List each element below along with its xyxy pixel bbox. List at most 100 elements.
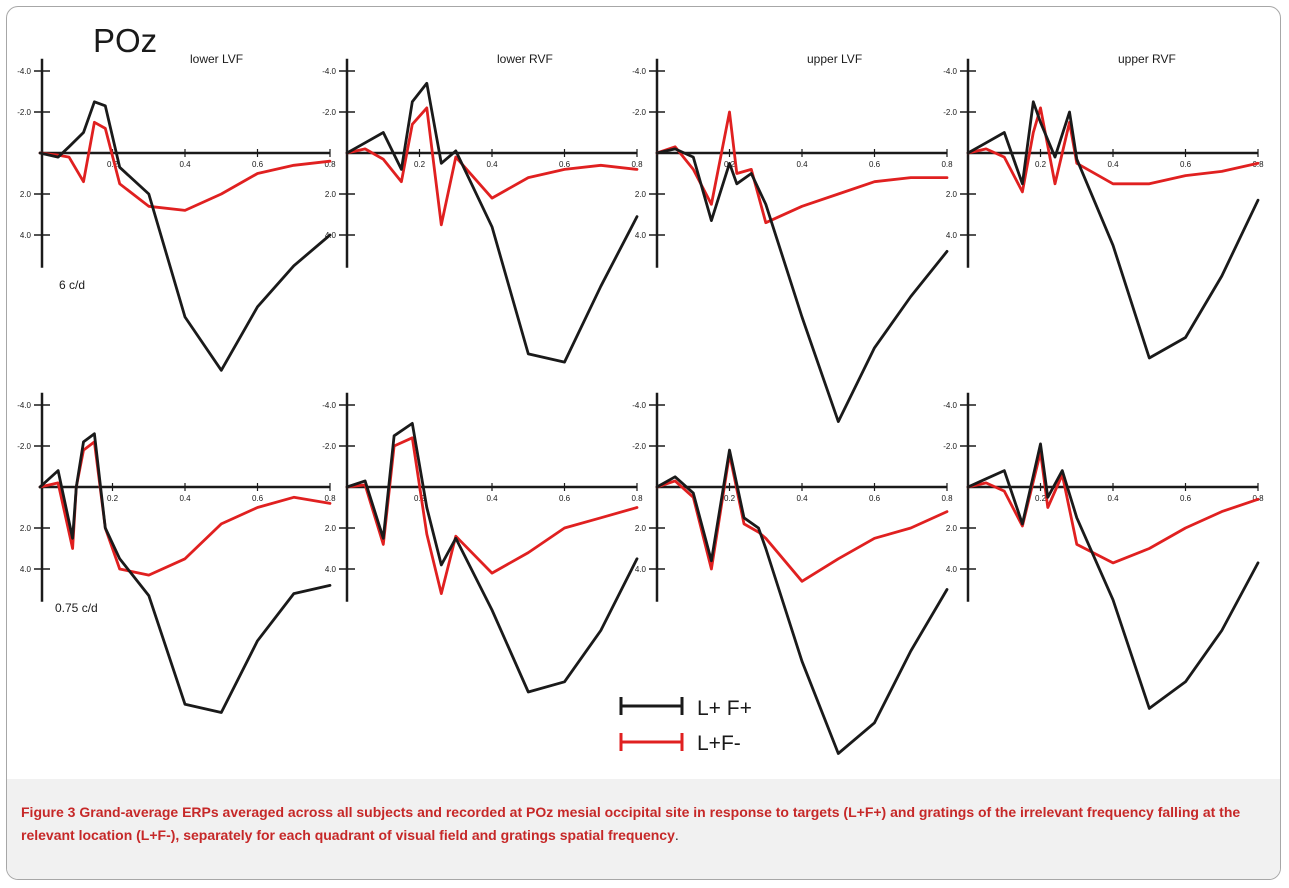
series-line <box>345 421 639 694</box>
site-label: POz <box>93 22 157 59</box>
caption-text: Grand-average ERPs averaged across all s… <box>21 804 1241 843</box>
series-line <box>38 440 332 577</box>
y-tick-label: 2.0 <box>946 190 958 199</box>
y-tick-label: 4.0 <box>20 565 32 574</box>
x-tick-label: 0.8 <box>324 494 336 503</box>
y-tick-label: 4.0 <box>325 565 337 574</box>
y-tick-label: 2.0 <box>20 190 32 199</box>
x-tick-label: 0.4 <box>179 160 191 169</box>
y-tick-label: 2.0 <box>325 524 337 533</box>
y-tick-label: -2.0 <box>632 108 646 117</box>
y-tick-label: 2.0 <box>635 190 647 199</box>
panel-1-0: -4.0 -2.0 2.0 4.0 0.2 0.4 0.6 0.8 <box>17 392 336 714</box>
x-tick-label: 0.2 <box>1035 494 1047 503</box>
y-tick-label: -4.0 <box>17 67 31 76</box>
legend-item-lf-plus: L+ F+ <box>619 697 752 720</box>
y-tick-label: -2.0 <box>322 442 336 451</box>
x-tick-label: 0.4 <box>1107 494 1119 503</box>
x-tick-label: 0.6 <box>1180 160 1192 169</box>
x-tick-label: 0.2 <box>107 494 119 503</box>
x-tick-label: 0.2 <box>414 160 426 169</box>
panel-0-1: -4.0 -2.0 2.0 4.0 0.2 0.4 0.6 0.8 lower RVF <box>322 52 643 364</box>
y-tick-label: -4.0 <box>943 67 957 76</box>
x-tick-label: 0.6 <box>252 160 264 169</box>
series-line <box>345 106 639 227</box>
panel-0-3: -4.0 -2.0 2.0 4.0 0.2 0.4 0.6 0.8 upper RVF <box>943 52 1264 360</box>
y-tick-label: 4.0 <box>635 231 647 240</box>
y-tick-label: -2.0 <box>17 108 31 117</box>
y-tick-label: -4.0 <box>943 401 957 410</box>
series-line <box>655 110 949 225</box>
legend-label-lf-plus: L+ F+ <box>697 697 752 720</box>
x-tick-label: 0.8 <box>631 494 643 503</box>
x-tick-label: 0.8 <box>941 160 953 169</box>
panel-1-2: -4.0 -2.0 2.0 4.0 0.2 0.4 0.6 0.8 <box>632 392 953 755</box>
x-tick-label: 0.2 <box>724 494 736 503</box>
y-tick-label: -4.0 <box>322 67 336 76</box>
panel-0-0: -4.0 -2.0 2.0 4.0 0.2 0.4 0.6 0.8 lower LVF <box>17 52 336 372</box>
y-tick-label: -2.0 <box>943 108 957 117</box>
panel-1-1: -4.0 -2.0 2.0 4.0 0.2 0.4 0.6 0.8 <box>322 392 643 694</box>
y-tick-label: -2.0 <box>322 108 336 117</box>
x-tick-label: 0.4 <box>486 494 498 503</box>
panel-1-3: -4.0 -2.0 2.0 4.0 0.2 0.4 0.6 0.8 <box>943 392 1264 710</box>
series-line <box>655 147 949 424</box>
y-tick-label: -4.0 <box>632 67 646 76</box>
x-tick-label: 0.4 <box>1107 160 1119 169</box>
y-tick-label: -4.0 <box>322 401 336 410</box>
x-tick-label: 0.4 <box>796 494 808 503</box>
y-tick-label: 4.0 <box>946 565 958 574</box>
column-title: lower LVF <box>190 52 243 66</box>
x-tick-label: 0.6 <box>559 494 571 503</box>
x-tick-label: 0.2 <box>1035 160 1047 169</box>
series-line <box>966 442 1260 710</box>
x-tick-label: 0.6 <box>869 160 881 169</box>
y-tick-label: -2.0 <box>943 442 957 451</box>
series-line <box>966 106 1260 194</box>
series-line <box>38 100 332 372</box>
y-tick-label: 2.0 <box>635 524 647 533</box>
y-tick-label: 4.0 <box>325 231 337 240</box>
y-tick-label: 2.0 <box>20 524 32 533</box>
series-line <box>38 432 332 714</box>
caption-end: . <box>674 827 679 843</box>
column-title: upper LVF <box>807 52 862 66</box>
x-tick-label: 0.4 <box>796 160 808 169</box>
x-tick-label: 0.2 <box>107 160 119 169</box>
series-line <box>345 436 639 595</box>
series-line <box>38 120 332 212</box>
x-tick-label: 0.4 <box>486 160 498 169</box>
y-tick-label: -2.0 <box>17 442 31 451</box>
y-tick-label: -4.0 <box>632 401 646 410</box>
column-title: upper RVF <box>1118 52 1176 66</box>
y-tick-label: 2.0 <box>325 190 337 199</box>
row-label-0: 6 c/d <box>59 278 85 292</box>
y-tick-label: 4.0 <box>20 231 32 240</box>
x-tick-label: 0.2 <box>414 494 426 503</box>
y-tick-label: 4.0 <box>635 565 647 574</box>
x-tick-label: 0.6 <box>252 494 264 503</box>
series-line <box>345 81 639 364</box>
y-tick-label: -2.0 <box>632 442 646 451</box>
x-tick-label: 0.6 <box>1180 494 1192 503</box>
series-line <box>966 450 1260 565</box>
y-tick-label: -4.0 <box>17 401 31 410</box>
series-line <box>655 448 949 755</box>
figure-frame: POz -4.0 -2.0 2.0 4.0 0.2 0.4 0.6 0.8 lower LVF -… <box>6 6 1281 880</box>
figure-caption: Figure 3 Grand-average ERPs averaged acr… <box>21 801 1273 847</box>
series-line <box>966 100 1260 360</box>
caption-label: Figure 3 <box>21 804 76 820</box>
x-tick-label: 0.6 <box>869 494 881 503</box>
y-tick-label: 4.0 <box>946 231 958 240</box>
legend: L+ F+ L+F- <box>619 697 752 755</box>
column-title: lower RVF <box>497 52 553 66</box>
x-tick-label: 0.8 <box>324 160 336 169</box>
legend-label-lf-minus: L+F- <box>697 732 741 755</box>
row-label-1: 0.75 c/d <box>55 601 98 615</box>
x-tick-label: 0.8 <box>631 160 643 169</box>
y-tick-label: 2.0 <box>946 524 958 533</box>
x-tick-label: 0.4 <box>179 494 191 503</box>
